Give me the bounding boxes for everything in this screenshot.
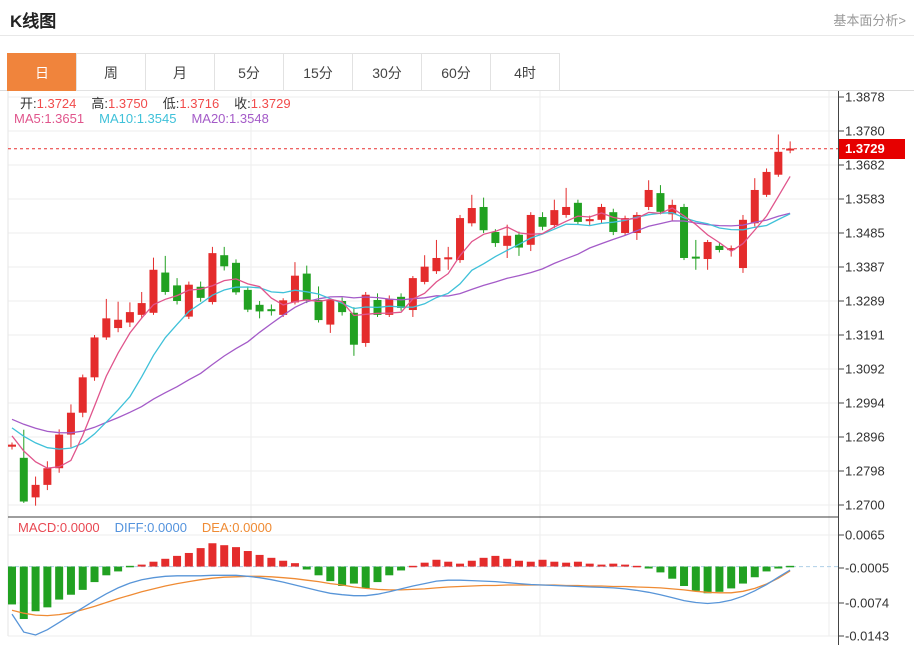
price-tick-label: 1.3485 <box>845 225 885 241</box>
tab-30分[interactable]: 30分 <box>352 53 422 91</box>
tab-月[interactable]: 月 <box>145 53 215 91</box>
ohlc-item-3: 收:1.3729 <box>234 96 291 111</box>
price-tick-label: 1.3583 <box>845 191 885 207</box>
tab-5分[interactable]: 5分 <box>214 53 284 91</box>
price-tick-label: 1.2700 <box>845 497 885 513</box>
current-price-badge: 1.3729 <box>839 139 905 159</box>
tab-周[interactable]: 周 <box>76 53 146 91</box>
macd-readout: MACD:0.0000 DIFF:0.0000 DEA:0.0000 <box>18 520 287 535</box>
period-tabs: 日周月 5分 15分 30分 60分 4时 <box>7 53 560 91</box>
macd-tick-label: -0.0143 <box>845 628 890 644</box>
tab-60分[interactable]: 60分 <box>421 53 491 91</box>
ma-item-2: MA20:1.3548 <box>191 111 269 126</box>
tab-日[interactable]: 日 <box>7 53 77 91</box>
tab-4时[interactable]: 4时 <box>490 53 560 91</box>
ohlc-readout: 开:1.3724 高:1.3750 低:1.3716 收:1.3729 <box>20 93 306 112</box>
price-tick-label: 1.3092 <box>845 361 885 377</box>
ma-item-1: MA10:1.3545 <box>99 111 177 126</box>
ma-readout: MA5:1.3651 MA10:1.3545 MA20:1.3548 <box>14 111 284 126</box>
macd-tick-label: 0.0065 <box>845 527 885 543</box>
header-divider <box>0 35 914 36</box>
price-tick-label: 1.3289 <box>845 293 885 309</box>
fundamental-analysis-link[interactable]: 基本面分析> <box>833 13 906 28</box>
price-tick-label: 1.3387 <box>845 259 885 275</box>
ohlc-item-2: 低:1.3716 <box>162 96 220 111</box>
price-tick-label: 1.3191 <box>845 327 885 343</box>
macd-tick-label: -0.0074 <box>845 595 890 611</box>
price-tick-label: 1.3780 <box>845 123 885 139</box>
macd-tick-label: -0.0005 <box>845 560 890 576</box>
ohlc-item-0: 开:1.3724 <box>20 96 77 111</box>
macd-item-0: MACD:0.0000 <box>18 520 100 535</box>
page-title: K线图 <box>10 12 57 31</box>
macd-item-1: DIFF:0.0000 <box>114 520 187 535</box>
price-tick-label: 1.2798 <box>845 463 885 479</box>
macd-item-2: DEA:0.0000 <box>201 520 273 535</box>
price-tick-label: 1.3682 <box>845 157 885 173</box>
price-tick-label: 1.2994 <box>845 395 885 411</box>
price-tick-label: 1.3878 <box>845 89 885 105</box>
ma-item-0: MA5:1.3651 <box>14 111 85 126</box>
ohlc-item-1: 高:1.3750 <box>91 96 148 111</box>
tab-15分[interactable]: 15分 <box>283 53 353 91</box>
price-tick-label: 1.2896 <box>845 429 885 445</box>
